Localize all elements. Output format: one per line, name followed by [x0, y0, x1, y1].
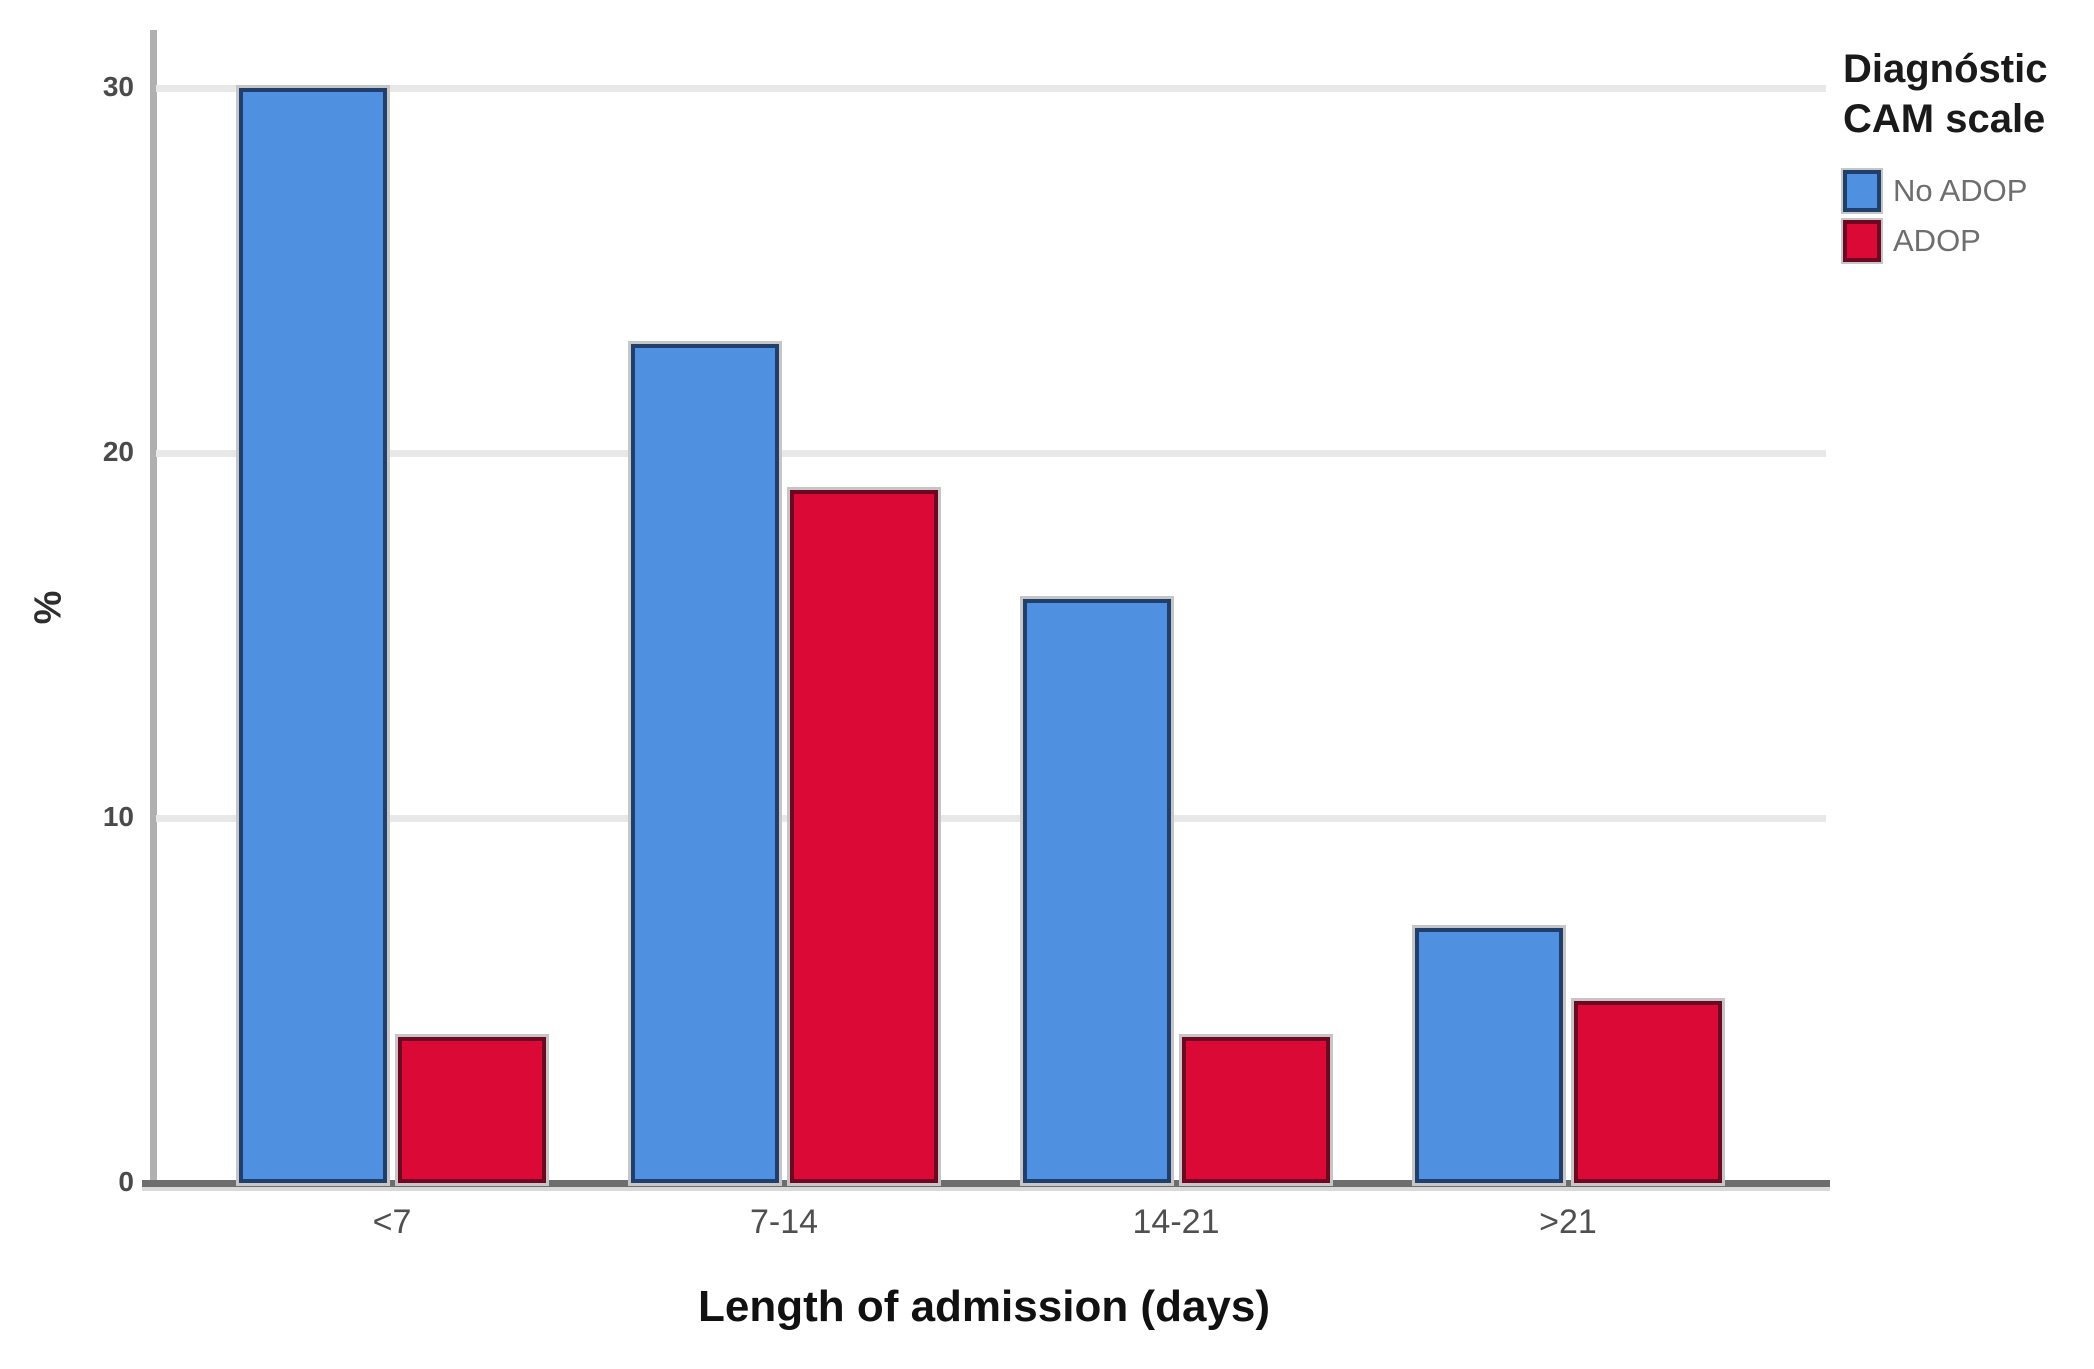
y-axis-line — [150, 30, 157, 1187]
y-tick-label-0: 0 — [118, 1166, 134, 1197]
y-tick-label-10: 10 — [102, 801, 134, 832]
gridline-30 — [156, 85, 1826, 92]
bar-adop-14-21 — [1179, 1034, 1333, 1186]
x-axis-line — [142, 1180, 1830, 1187]
gridline-20 — [156, 450, 1826, 457]
y-tick-label-30: 30 — [102, 71, 134, 102]
bar-adop-7-14 — [787, 486, 941, 1186]
bar-no-adop-14-21 — [1020, 596, 1174, 1186]
legend: Diagnóstic CAM scale No ADOP ADOP — [1841, 44, 2094, 270]
bar-no-adop-7 — [236, 85, 390, 1186]
legend-item-adop: ADOP — [1841, 218, 2094, 264]
x-axis-title: Length of admission (days) — [697, 1282, 1271, 1331]
x-tick-label-7: <7 — [372, 1203, 412, 1241]
legend-item-no-adop: No ADOP — [1841, 168, 2094, 214]
legend-swatch-adop — [1841, 218, 1883, 264]
plot-area — [150, 30, 1826, 1186]
legend-title: Diagnóstic CAM scale — [1843, 47, 2048, 141]
legend-label-no-adop: No ADOP — [1893, 173, 2028, 208]
x-tick-label-7-14: 7-14 — [749, 1203, 819, 1241]
x-tick-label-21: >21 — [1539, 1203, 1597, 1241]
gridline-10 — [156, 815, 1826, 822]
bar-adop-21 — [1571, 997, 1725, 1186]
bar-no-adop-21 — [1412, 924, 1566, 1186]
legend-label-adop: ADOP — [1893, 223, 1981, 258]
y-axis-title: % — [27, 590, 70, 625]
y-tick-label-20: 20 — [102, 436, 134, 467]
bar-adop-7 — [395, 1034, 549, 1186]
bar-no-adop-7-14 — [628, 340, 782, 1186]
legend-swatch-no-adop — [1841, 168, 1883, 214]
x-tick-label-14-21: 14-21 — [1132, 1203, 1220, 1241]
